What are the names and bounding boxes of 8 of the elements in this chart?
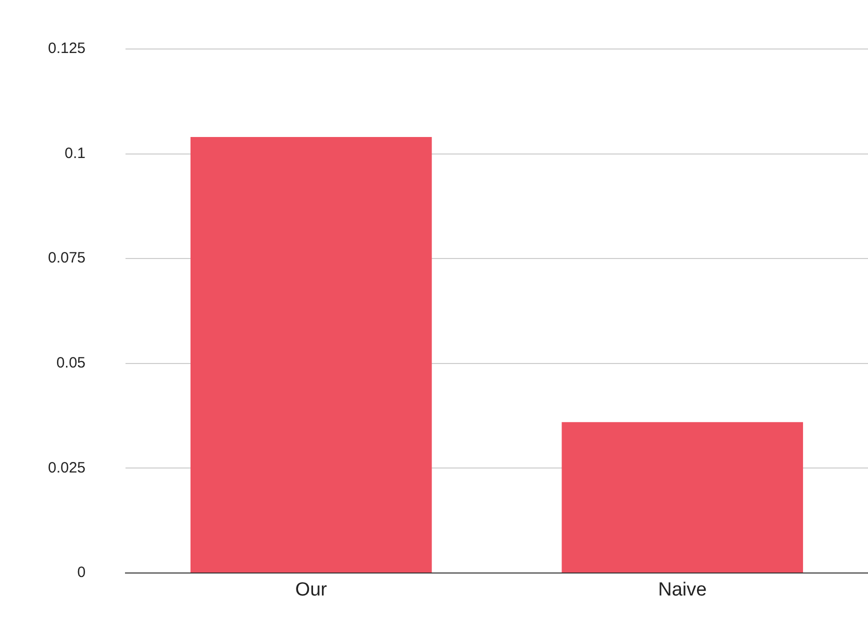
y-tick-label: 0.125 <box>48 40 86 58</box>
y-tick-label: 0.025 <box>48 459 86 476</box>
y-tick-label: 0.05 <box>56 354 86 372</box>
y-tick-label: 0 <box>77 564 86 582</box>
y-tick-label: 0.1 <box>64 144 86 162</box>
x-tick-label: Naive <box>658 580 707 601</box>
y-tick-label: 0.075 <box>48 250 86 267</box>
x-tick-label: Our <box>295 580 328 601</box>
